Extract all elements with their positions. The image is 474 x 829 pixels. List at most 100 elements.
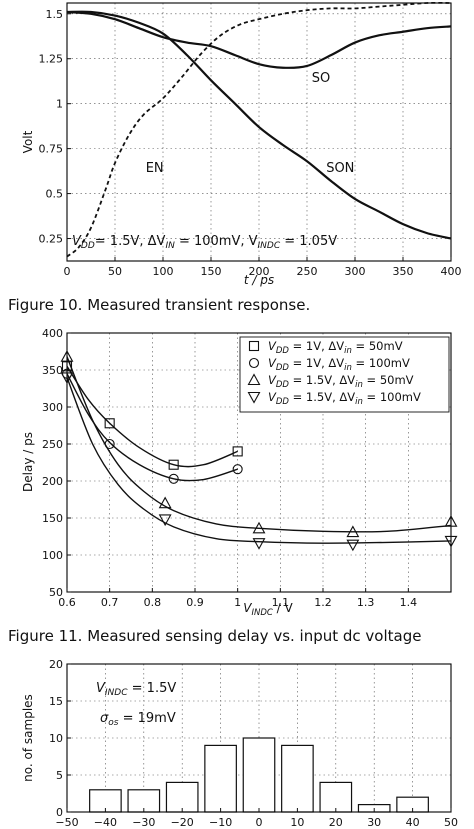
- y-tick-label: 5: [56, 769, 63, 782]
- y-tick-label: 0.25: [39, 233, 64, 246]
- chart2-ticks: 0.6 0.7 0.8 0.9 1 1.1 1.2 1.3 1.4 50 100 150 200 250 3…: [42, 327, 417, 609]
- chart2-y-axis-label: Delay / ps: [21, 432, 35, 492]
- legend-marker-circle: [248, 357, 260, 369]
- histogram-bar: [319, 781, 353, 813]
- x-tick-label: 0: [256, 816, 263, 829]
- fit-curve-4: [66, 377, 452, 544]
- legend-entry: VDD = 1.5V, ΔVin = 50mV: [268, 373, 414, 390]
- chart1-plot-frame: [66, 2, 452, 262]
- chart2-x-axis-label: VINDC / V: [243, 601, 293, 618]
- x-tick-label: 0.6: [58, 596, 76, 609]
- data-point-square: [168, 459, 179, 470]
- x-tick-label: 40: [406, 816, 420, 829]
- histogram-bar: [165, 781, 199, 813]
- y-tick-label: 400: [42, 327, 63, 340]
- data-point-triangle-down: [444, 535, 458, 548]
- x-tick-label: 50: [108, 265, 122, 278]
- y-tick-label: 20: [49, 658, 63, 671]
- y-tick-label: 15: [49, 695, 63, 708]
- histogram-bar: [204, 744, 237, 813]
- y-tick-label: 0: [56, 806, 63, 819]
- x-tick-label: 200: [249, 265, 270, 278]
- x-tick-label: 50: [444, 816, 458, 829]
- x-tick-label: −40: [94, 816, 117, 829]
- y-tick-label: 50: [49, 586, 63, 599]
- x-tick-label: −30: [132, 816, 155, 829]
- chart1-series: [66, 1, 452, 258]
- chart3-y-axis-label: no. of samples: [21, 694, 35, 782]
- x-tick-label: 400: [441, 265, 462, 278]
- legend-marker-triangle-up: [247, 373, 261, 386]
- x-tick-label: 350: [393, 265, 414, 278]
- y-tick-label: 10: [49, 732, 63, 745]
- x-tick-label: 1.3: [357, 596, 375, 609]
- x-tick-label: 1.1: [272, 596, 290, 609]
- y-tick-label: 0.5: [46, 188, 64, 201]
- y-tick-label: 350: [42, 364, 63, 377]
- series-label-so: SO: [312, 71, 330, 86]
- data-point-triangle-down: [158, 514, 172, 527]
- figure-10-caption: Figure 10. Measured transient response.: [8, 296, 310, 314]
- data-point-square: [232, 446, 243, 457]
- x-tick-label: 0.9: [186, 596, 204, 609]
- y-tick-label: 250: [42, 438, 63, 451]
- data-point-circle: [232, 464, 243, 475]
- chart1-grid: [67, 3, 451, 261]
- x-tick-label: 1.2: [314, 596, 332, 609]
- chart1-y-axis-label: Volt: [21, 130, 35, 153]
- legend-entry: VDD = 1.5V, ΔVin = 100mV: [268, 390, 421, 407]
- fit-curve-2: [66, 373, 238, 482]
- x-tick-label: 300: [345, 265, 366, 278]
- delay-chart: 0.6 0.7 0.8 0.9 1 1.1 1.2 1.3 1.4 50 100 150 200 250 3…: [21, 327, 458, 618]
- y-tick-label: 100: [42, 549, 63, 562]
- x-tick-label: 1: [234, 596, 241, 609]
- legend-marker-triangle-down: [247, 391, 261, 404]
- data-point-triangle-up: [346, 525, 360, 538]
- chart3-grid: [67, 664, 451, 812]
- series-label-en: EN: [146, 161, 164, 176]
- legend-marker-square: [248, 340, 260, 352]
- fit-curve-3: [66, 356, 452, 533]
- series-son-line: [66, 10, 452, 240]
- y-tick-label: 150: [42, 512, 63, 525]
- y-tick-label: 1.25: [39, 53, 64, 66]
- data-point-triangle-down: [346, 539, 360, 552]
- figure-11-caption: Figure 11. Measured sensing delay vs. in…: [8, 627, 421, 645]
- chart2-plot-frame: [66, 332, 452, 593]
- chart3-annotation-vindc: VINDC = 1.5V: [96, 681, 176, 698]
- data-point-square: [104, 418, 115, 429]
- data-point-triangle-up: [158, 496, 172, 509]
- x-tick-label: 100: [153, 265, 174, 278]
- chart2-series: [60, 350, 458, 552]
- x-tick-label: 0: [64, 265, 71, 278]
- x-tick-label: 150: [201, 265, 222, 278]
- legend-entry: VDD = 1V, ΔVin = 50mV: [268, 339, 403, 356]
- histogram-bar: [281, 744, 314, 813]
- x-tick-label: 1.4: [400, 596, 418, 609]
- x-tick-label: −50: [55, 816, 78, 829]
- chart1-series-labels: SO EN SON: [146, 71, 355, 176]
- fit-curve-1: [66, 365, 238, 468]
- legend-entry: VDD = 1V, ΔVin = 100mV: [268, 356, 410, 373]
- chart1-ticks: 0 50 100 150 200 250 300 350 400 0.25 0.5 0.75 1 1.25…: [39, 8, 462, 278]
- series-en-line: [66, 1, 452, 258]
- data-point-triangle-down: [252, 538, 266, 550]
- chart1-annotation: VDD= 1.5V, ΔVIN = 100mV, VINDC = 1.05V: [72, 234, 337, 251]
- chart3-bars: [89, 737, 429, 813]
- x-tick-label: 0.8: [144, 596, 162, 609]
- x-tick-label: −20: [171, 816, 194, 829]
- x-tick-label: 20: [329, 816, 343, 829]
- transient-chart: 0 50 100 150 200 250 300 350 400 0.25 0.5 0.75 1 1.25…: [21, 1, 462, 287]
- x-tick-label: 10: [290, 816, 304, 829]
- data-point-triangle-down: [60, 372, 74, 385]
- chart3-annotation-sigma: σos = 19mV: [100, 711, 176, 728]
- offset-histogram: −50 −40 −30 −20 −10 0 10 20 30 40 50 0 5 10 15 20 no. o…: [21, 658, 458, 829]
- y-tick-label: 1: [56, 98, 63, 111]
- series-label-son: SON: [326, 161, 354, 176]
- chart3-ticks: −50 −40 −30 −20 −10 0 10 20 30 40 50 0 5 10 15 20: [49, 658, 458, 829]
- data-point-triangle-up: [444, 515, 458, 527]
- y-tick-label: 0.75: [39, 143, 64, 156]
- series-so-line: [66, 10, 452, 69]
